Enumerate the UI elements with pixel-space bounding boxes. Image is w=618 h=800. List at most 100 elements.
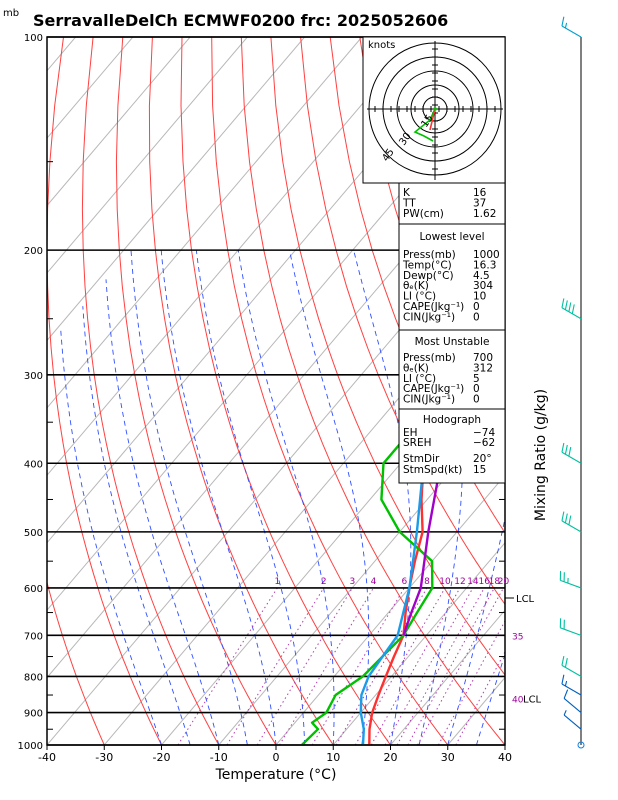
isotherm-line — [47, 37, 134, 139]
dry-adiabat-line — [148, 37, 334, 745]
pressure-tick-label: 700 — [24, 631, 43, 642]
index-label: θₑ(K) — [403, 280, 429, 292]
isotherm-line — [47, 37, 248, 274]
pressure-tick-label: 800 — [24, 672, 43, 683]
index-label: SREH — [403, 437, 432, 449]
index-label: TT — [402, 197, 416, 209]
dry-adiabat-line — [567, 37, 618, 745]
pressure-tick-label: 600 — [24, 584, 43, 595]
x-tick-label: -20 — [153, 751, 171, 764]
wind-barb-flag — [561, 298, 565, 308]
hodograph-trace — [413, 108, 436, 142]
mixing-ratio-label: 12 — [454, 577, 465, 587]
isotherm-line — [562, 37, 618, 745]
wind-barb-flag — [564, 300, 568, 310]
lowest-level-heading: Lowest level — [419, 231, 484, 243]
mixing-ratio-label: 8 — [424, 577, 430, 587]
wind-barb-flag — [561, 511, 565, 521]
pressure-tick-label: 200 — [24, 246, 43, 257]
dry-adiabat-line — [47, 580, 105, 745]
index-value: 304 — [473, 280, 493, 292]
isotherm-line — [218, 407, 505, 745]
index-label: Press(mb) — [403, 352, 456, 364]
right-value-marker: 40 — [512, 696, 524, 706]
wind-barb-flag — [564, 513, 568, 523]
wind-barb-shaft — [561, 520, 582, 533]
wind-barb-flag — [568, 302, 572, 312]
isotherm-line — [47, 37, 420, 477]
index-value: 20° — [473, 453, 492, 465]
index-value: 15 — [473, 464, 486, 476]
mixing-ratio-line — [256, 587, 353, 745]
mixing-ratio-label: 2 — [321, 577, 327, 587]
mixing-ratio-line — [311, 587, 405, 745]
dry-adiabat-line — [597, 37, 618, 745]
index-label: StmSpd(kt) — [403, 464, 462, 476]
wind-barb-flag — [561, 655, 565, 666]
mixing-ratio-line — [335, 587, 428, 745]
mixing-ratio-label: 14 — [467, 577, 479, 587]
mixing-ratio-label: 20 — [498, 577, 510, 587]
mixing-ratio-line — [370, 587, 461, 745]
wind-barb-shaft — [561, 451, 582, 464]
mixing-ratio-label: 6 — [401, 577, 407, 587]
wind-barb-half-flag — [564, 680, 568, 687]
index-value: 10 — [473, 291, 486, 303]
index-value: 1.62 — [473, 208, 496, 220]
mixing-ratio-label: 3 — [350, 577, 356, 587]
most-unstable-heading: Most Unstable — [415, 336, 490, 348]
moist-adiabat-line — [504, 743, 505, 745]
isotherm-line — [390, 609, 505, 745]
chart-title: SerravalleDelCh ECMWF0200 frc: 202505260… — [33, 11, 448, 30]
lcl-marker: LCL — [516, 594, 535, 605]
moist-adiabat-line — [237, 250, 335, 745]
index-value: 1000 — [473, 249, 500, 261]
mixing-ratio-label: 16 — [479, 577, 491, 587]
moist-adiabat-line — [475, 652, 505, 745]
dry-adiabat-line — [270, 37, 505, 676]
wind-barb-shaft — [561, 25, 582, 38]
moist-adiabat-line — [82, 306, 191, 745]
mixing-ratio-line — [407, 587, 495, 745]
hodograph-index-box — [398, 408, 506, 484]
wind-barb-half-flag — [563, 710, 567, 716]
wind-barb-flag — [568, 446, 572, 457]
index-value: −62 — [473, 437, 495, 449]
mixing-ratio-line — [354, 587, 446, 745]
mixing-ratio-label: 18 — [489, 577, 501, 587]
moist-adiabat-line — [160, 250, 277, 745]
index-tables: K 16 TT 37 PW(cm) 1.62 Lowest level Press(mb) 10… — [398, 182, 506, 484]
index-value: 0 — [473, 311, 480, 323]
wind-barb-half-flag — [564, 22, 568, 29]
dry-adiabat-line — [240, 37, 505, 745]
index-value: 5 — [473, 373, 480, 385]
pressure-tick-label: 100 — [24, 33, 43, 44]
dry-adiabat-line — [47, 37, 162, 745]
right-value-marker: 35 — [512, 632, 523, 642]
x-tick-label: 30 — [441, 751, 455, 764]
moist-adiabat-line — [418, 249, 464, 745]
x-tick-label: 40 — [498, 751, 512, 764]
index-label: PW(cm) — [403, 208, 444, 220]
x-tick-label: -30 — [95, 751, 113, 764]
index-value: 0 — [473, 383, 480, 395]
hodograph-origin — [433, 107, 437, 111]
dry-adiabat-line — [329, 37, 505, 534]
profile-line-1 — [300, 330, 505, 745]
pressure-tick-label: 400 — [24, 459, 43, 470]
wind-barbs — [559, 16, 585, 749]
dry-adiabat-line — [81, 37, 220, 745]
index-label: CAPE(Jkg⁻¹) — [403, 301, 464, 313]
wind-barb-shaft — [561, 664, 582, 677]
index-label: Temp(°C) — [402, 259, 452, 271]
index-label: StmDir — [403, 453, 440, 465]
x-tick-label: 0 — [273, 751, 280, 764]
x-tick-label: 20 — [384, 751, 398, 764]
x-tick-label: -10 — [210, 751, 228, 764]
wind-barb-flag — [564, 657, 568, 668]
isotherm-line — [47, 37, 191, 207]
